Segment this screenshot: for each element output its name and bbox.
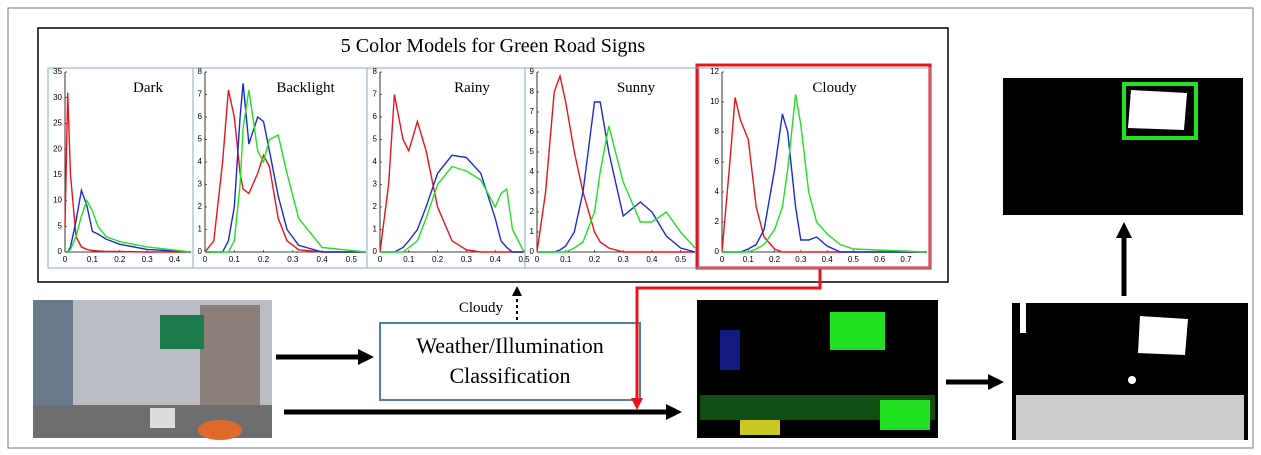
x-tick-label: 0.6 [874, 255, 886, 264]
result-image [1003, 78, 1243, 215]
y-tick-label: 10 [710, 97, 719, 106]
x-tick-label: 0.3 [795, 255, 807, 264]
x-tick-label: 0.5 [848, 255, 860, 264]
input-photo [33, 300, 272, 440]
x-tick-label: 0.4 [169, 255, 181, 264]
x-tick-label: 0.2 [589, 255, 601, 264]
y-tick-label: 6 [530, 127, 535, 136]
x-tick-label: 0.5 [346, 255, 358, 264]
arrow-label: Cloudy [459, 300, 504, 316]
panel-label: Cloudy [812, 80, 857, 96]
y-tick-label: 8 [373, 67, 378, 76]
y-tick-label: 7 [198, 90, 203, 99]
segmented-image [697, 300, 938, 438]
y-tick-label: 3 [198, 180, 203, 189]
y-tick-label: 1 [530, 227, 535, 236]
y-tick-label: 5 [198, 135, 203, 144]
y-tick-label: 6 [198, 112, 203, 121]
x-tick-label: 0.3 [287, 255, 299, 264]
y-tick-label: 10 [53, 196, 62, 205]
x-tick-label: 0 [203, 255, 208, 264]
y-tick-label: 8 [715, 127, 720, 136]
y-tick-label: 8 [530, 87, 535, 96]
y-tick-label: 7 [530, 107, 535, 116]
y-tick-label: 6 [373, 112, 378, 121]
x-tick-label: 0.3 [618, 255, 630, 264]
x-tick-label: 0.5 [675, 255, 687, 264]
y-tick-label: 1 [373, 225, 378, 234]
classifier-line: Weather/Illumination [416, 333, 604, 358]
x-tick-label: 0.4 [317, 255, 329, 264]
y-tick-label: 7 [373, 90, 378, 99]
x-tick-label: 0 [720, 255, 725, 264]
y-tick-label: 4 [198, 157, 203, 166]
panel-label: Rainy [454, 80, 490, 96]
y-tick-label: 6 [715, 157, 720, 166]
x-tick-label: 0.1 [560, 255, 572, 264]
x-tick-label: 0.5 [518, 255, 530, 264]
y-tick-label: 15 [53, 170, 62, 179]
y-tick-label: 30 [53, 93, 62, 102]
y-tick-label: 8 [198, 67, 203, 76]
y-tick-label: 2 [530, 207, 535, 216]
y-tick-label: 25 [53, 119, 62, 128]
x-tick-label: 0.4 [646, 255, 658, 264]
y-tick-label: 1 [198, 225, 203, 234]
x-tick-label: 0.1 [743, 255, 755, 264]
y-tick-label: 4 [715, 187, 720, 196]
y-tick-label: 20 [53, 144, 62, 153]
x-tick-label: 0.3 [142, 255, 154, 264]
x-tick-label: 0.4 [490, 255, 502, 264]
x-tick-label: 0.2 [432, 255, 444, 264]
x-tick-label: 0 [535, 255, 540, 264]
x-tick-label: 0.1 [87, 255, 99, 264]
y-tick-label: 2 [198, 202, 203, 211]
y-tick-label: 4 [530, 167, 535, 176]
models-title: 5 Color Models for Green Road Signs [341, 35, 646, 57]
y-tick-label: 2 [715, 217, 720, 226]
panel-label: Sunny [617, 80, 656, 96]
x-tick-label: 0.2 [114, 255, 126, 264]
classifier-line: Classification [450, 363, 571, 388]
x-tick-label: 0.7 [900, 255, 912, 264]
y-tick-label: 5 [373, 135, 378, 144]
y-tick-label: 35 [53, 67, 62, 76]
x-tick-label: 0.4 [822, 255, 834, 264]
y-tick-label: 5 [58, 221, 63, 230]
y-tick-label: 5 [530, 147, 535, 156]
x-tick-label: 0 [378, 255, 383, 264]
x-tick-label: 0 [63, 255, 68, 264]
x-tick-label: 0.1 [229, 255, 241, 264]
x-tick-label: 0.2 [258, 255, 270, 264]
x-tick-label: 0.1 [403, 255, 415, 264]
y-tick-label: 12 [710, 67, 719, 76]
y-tick-label: 3 [530, 187, 535, 196]
y-tick-label: 3 [373, 180, 378, 189]
y-tick-label: 9 [530, 67, 535, 76]
x-tick-label: 0.2 [769, 255, 781, 264]
y-tick-label: 2 [373, 202, 378, 211]
panel-label: Backlight [276, 80, 335, 96]
x-tick-label: 0.3 [461, 255, 473, 264]
y-tick-label: 4 [373, 157, 378, 166]
figure: 5 Color Models for Green Road Signs Weat… [0, 0, 1261, 455]
panel-label: Dark [133, 80, 163, 96]
binary-image [1012, 303, 1248, 440]
